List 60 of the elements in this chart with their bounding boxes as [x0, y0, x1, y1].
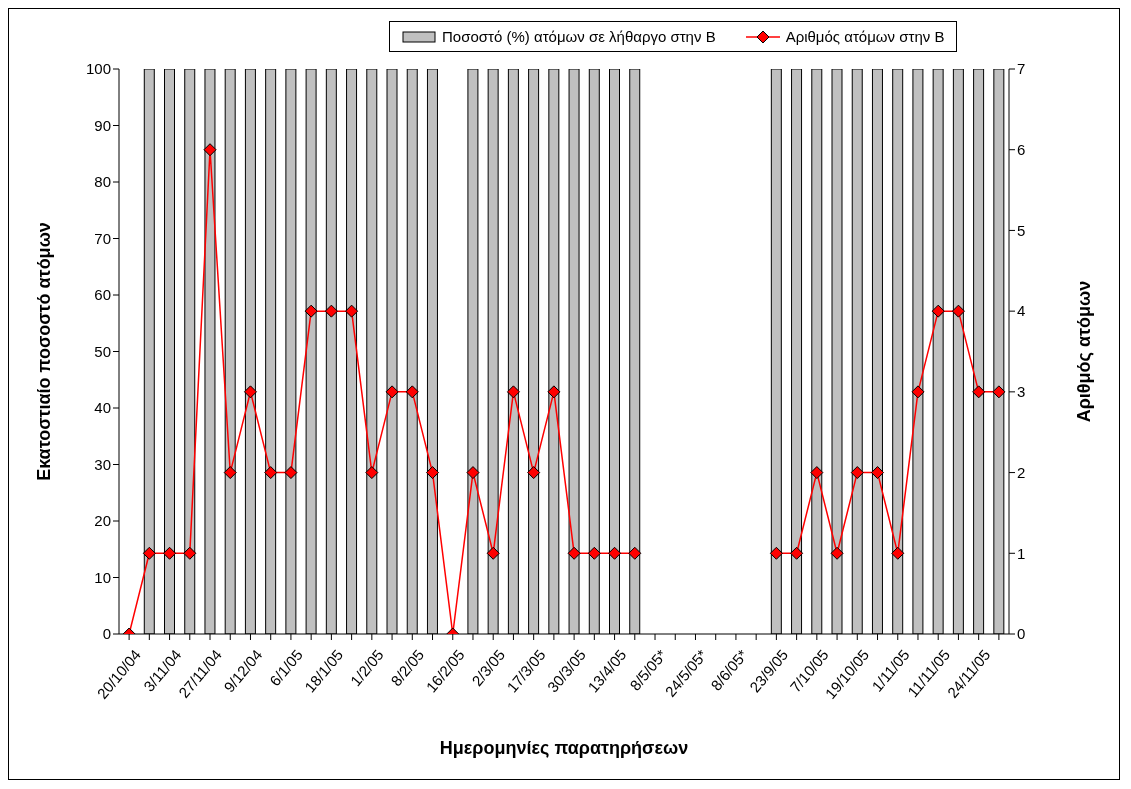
point — [810, 466, 824, 480]
y-tick-label: 10 — [94, 568, 111, 586]
point — [608, 546, 622, 560]
point — [405, 385, 419, 399]
point — [203, 143, 217, 157]
point — [264, 466, 278, 480]
point — [871, 466, 885, 480]
point — [183, 546, 197, 560]
legend-label: Ποσοστό (%) ατόμων σε λήθαργο στην Β — [442, 28, 716, 45]
point — [426, 466, 440, 480]
point — [547, 385, 561, 399]
y-axis-title: Εκατοστιαίο ποσοστό ατόμων — [34, 222, 55, 481]
y-tick-label: 90 — [94, 116, 111, 134]
point — [850, 466, 864, 480]
point — [345, 304, 359, 318]
y-tick-label: 0 — [102, 625, 111, 643]
point — [587, 546, 601, 560]
y2-tick-label: 6 — [1017, 141, 1026, 159]
point — [385, 385, 399, 399]
y-tick-label: 80 — [94, 173, 111, 191]
point — [324, 304, 338, 318]
x-axis-title: Ημερομηνίες παρατηρήσεων — [439, 738, 689, 758]
y2-tick-label: 3 — [1017, 383, 1026, 401]
point — [243, 385, 257, 399]
y-tick-label: 50 — [94, 342, 111, 360]
legend-label: Αριθμός ατόμων στην Β — [785, 28, 945, 45]
point — [790, 546, 804, 560]
point — [931, 304, 945, 318]
point — [972, 385, 986, 399]
y2-tick-label: 5 — [1017, 221, 1026, 239]
point — [304, 304, 318, 318]
point — [769, 546, 783, 560]
point — [992, 385, 1006, 399]
y2-tick-label: 0 — [1017, 625, 1026, 643]
y2-axis-title: Αριθμός ατόμων — [1074, 280, 1095, 423]
point — [891, 546, 905, 560]
point — [506, 385, 520, 399]
point — [567, 546, 581, 560]
point — [527, 466, 541, 480]
point — [486, 546, 500, 560]
point — [284, 466, 298, 480]
point — [142, 546, 156, 560]
y-tick-label: 20 — [94, 512, 111, 530]
y-tick-label: 40 — [94, 399, 111, 417]
point — [628, 546, 642, 560]
point — [163, 546, 177, 560]
y2-tick-label: 4 — [1017, 302, 1026, 320]
y-tick-label: 60 — [94, 286, 111, 304]
point — [466, 466, 480, 480]
point — [365, 466, 379, 480]
y-tick-label: 30 — [94, 455, 111, 473]
point — [951, 304, 965, 318]
point — [830, 546, 844, 560]
y-tick-label: 70 — [94, 229, 111, 247]
y-tick-label: 100 — [85, 60, 111, 78]
y2-tick-label: 1 — [1017, 544, 1026, 562]
point — [223, 466, 237, 480]
point — [911, 385, 925, 399]
y2-tick-label: 2 — [1017, 463, 1026, 481]
y2-tick-label: 7 — [1017, 60, 1026, 78]
